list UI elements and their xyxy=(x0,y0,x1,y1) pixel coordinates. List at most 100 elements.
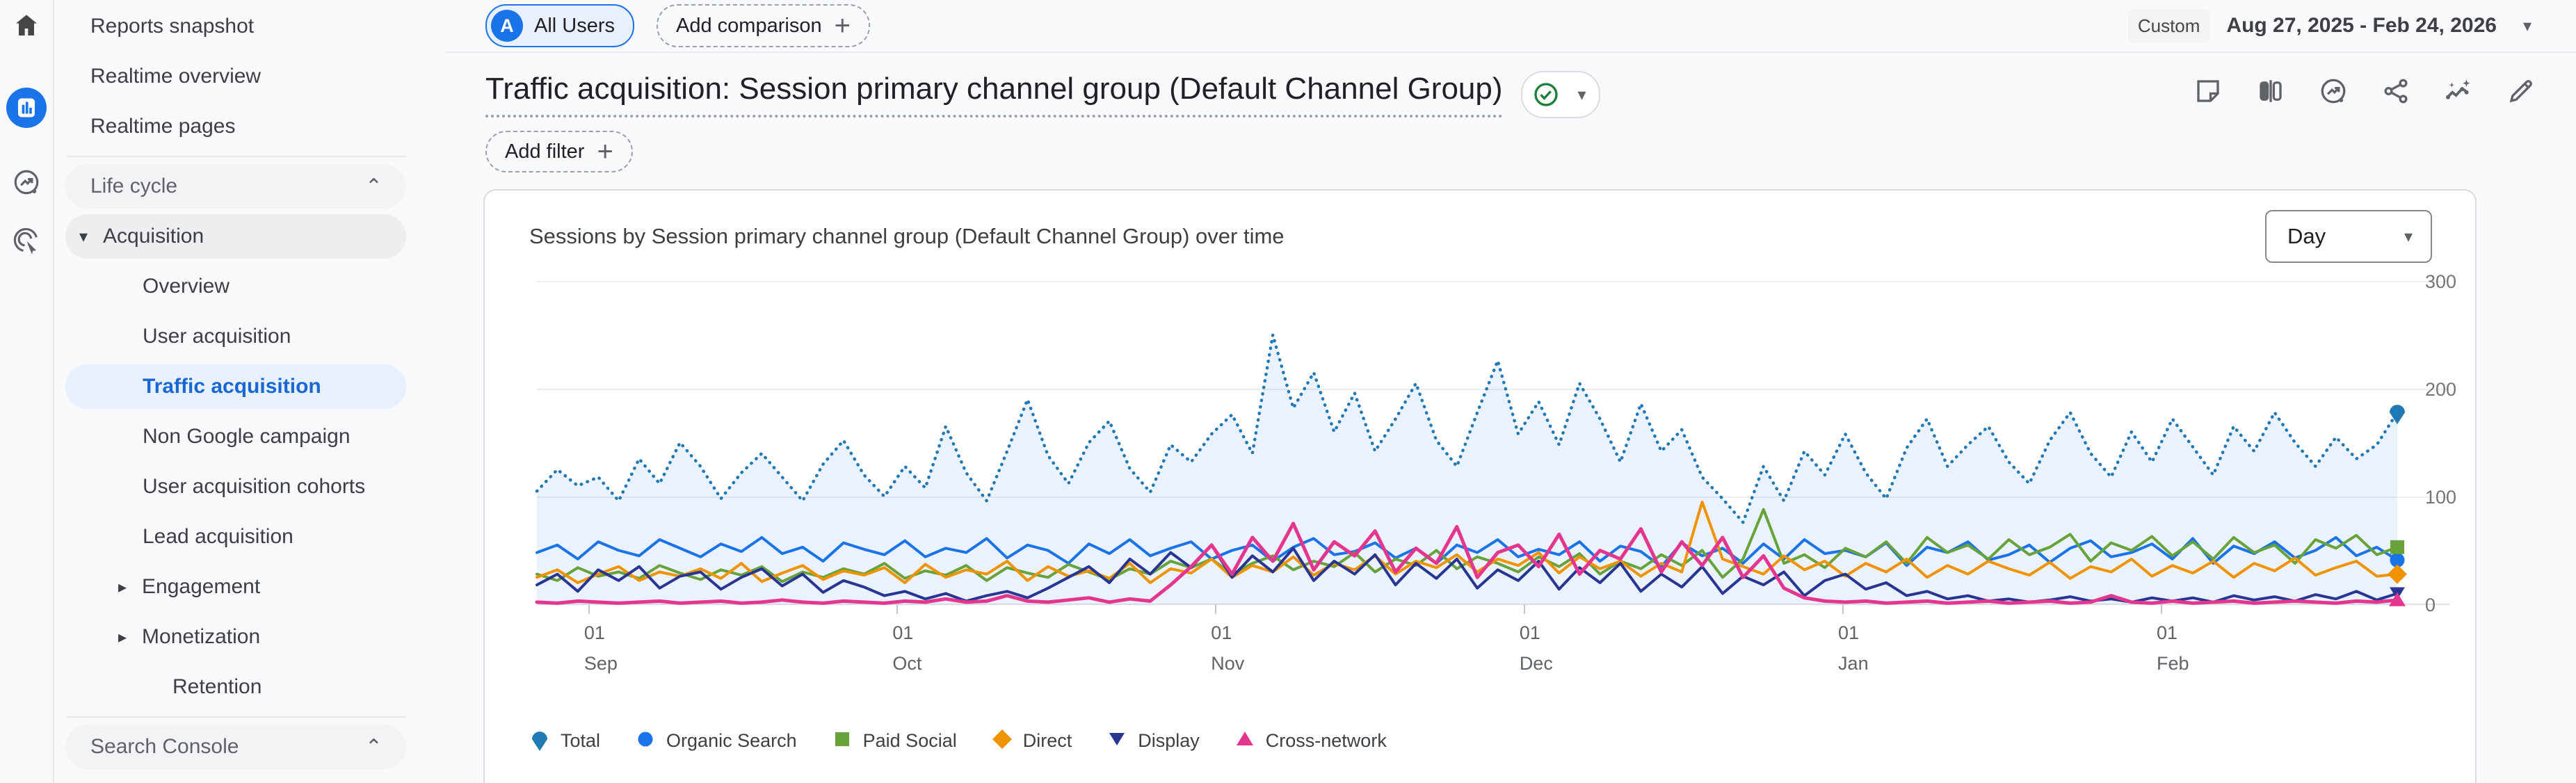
gridline-200 xyxy=(537,389,2449,390)
series-line-total xyxy=(535,333,2399,524)
triangle-down-legend-icon xyxy=(1109,733,1125,745)
report-content: A All Users Add comparison + Custom Aug … xyxy=(445,0,2576,783)
data-quality-button[interactable]: ▾ xyxy=(1520,71,1600,118)
app-icon-rail xyxy=(0,0,54,783)
filter-bar: Add filter + xyxy=(445,131,2576,172)
nav-divider xyxy=(67,156,406,157)
diamond-legend-icon xyxy=(992,729,1012,749)
check-circle-icon xyxy=(1533,83,1558,106)
legend-item-cross-network[interactable]: Cross-network xyxy=(1233,727,1387,754)
all-users-label: All Users xyxy=(534,14,615,37)
nav-divider xyxy=(67,716,406,718)
comparison-icon[interactable] xyxy=(2255,75,2287,107)
report-title-row: Traffic acquisition: Session primary cha… xyxy=(445,71,2576,118)
edit-icon[interactable] xyxy=(2505,75,2537,107)
legend-item-organic-search[interactable]: Organic Search xyxy=(634,727,797,754)
sidebar-item-user-acquisition[interactable]: User acquisition xyxy=(54,312,445,362)
chevron-up-icon: ⌃ xyxy=(364,735,383,759)
sidebar-item-label: Realtime pages xyxy=(90,115,236,138)
caret-right-icon: ▸ xyxy=(118,577,127,597)
series-line-direct xyxy=(536,500,2399,584)
sidebar-item-label: Traffic acquisition xyxy=(143,375,321,398)
legend-item-display[interactable]: Display xyxy=(1105,727,1200,754)
sidebar-item-traffic-acquisition[interactable]: Traffic acquisition xyxy=(54,362,445,412)
nav-group-expanded[interactable]: ▾ Acquisition xyxy=(65,214,406,259)
date-range-type-badge: Custom xyxy=(2127,9,2210,42)
total-area-fill xyxy=(537,334,2397,604)
sidebar-item-label: Engagement xyxy=(142,575,261,598)
chevron-down-icon: ▾ xyxy=(1577,85,1586,104)
sidebar-item-label: Lead acquisition xyxy=(143,525,293,548)
sidebar-item-label: Acquisition xyxy=(103,225,204,248)
sidebar-item-search-console[interactable]: Search Console ⌃ xyxy=(54,722,445,772)
x-tick-label: 01 Oct xyxy=(892,622,922,674)
sidebar-item-lead-acquisition[interactable]: Lead acquisition xyxy=(54,512,445,562)
sidebar-item-non-google-campaign[interactable]: Non Google campaign xyxy=(54,412,445,462)
legend-label: Total xyxy=(561,729,601,751)
explore-icon[interactable] xyxy=(11,167,42,197)
report-toolbar xyxy=(2192,75,2537,107)
nav-item-selected[interactable]: Traffic acquisition xyxy=(65,364,406,409)
legend-item-paid-social[interactable]: Paid Social xyxy=(830,727,957,754)
all-users-chip[interactable]: A All Users xyxy=(485,4,635,47)
chevron-down-icon: ▾ xyxy=(2404,227,2413,246)
sidebar-item-label: Overview xyxy=(143,275,230,298)
add-comparison-button[interactable]: Add comparison + xyxy=(657,4,870,47)
legend-item-direct[interactable]: Direct xyxy=(990,727,1072,754)
sidebar-item-overview[interactable]: Overview xyxy=(54,261,445,312)
page-title: Traffic acquisition: Session primary cha… xyxy=(485,72,1503,118)
reports-icon[interactable] xyxy=(6,88,47,128)
add-filter-label: Add filter xyxy=(505,140,585,163)
line-chart xyxy=(535,281,2449,606)
report-nav-drawer: Reports snapshot Realtime overview Realtim… xyxy=(54,0,445,783)
nav-section-header[interactable]: Life cycle ⌃ xyxy=(65,164,406,209)
y-tick-label: 300 xyxy=(2425,271,2457,292)
x-tick-mark xyxy=(1523,604,1525,614)
share-icon[interactable] xyxy=(2380,75,2412,107)
legend-label: Organic Search xyxy=(666,729,797,751)
insights-icon[interactable] xyxy=(2442,75,2474,107)
legend-label: Cross-network xyxy=(1265,729,1387,751)
legend-item-total[interactable]: Total xyxy=(528,727,600,754)
circle-legend-icon xyxy=(638,732,653,747)
legend-label: Direct xyxy=(1022,729,1072,751)
x-axis-baseline xyxy=(537,604,2449,605)
x-tick-label: 01 Sep xyxy=(583,622,618,674)
legend-label: Paid Social xyxy=(862,729,957,751)
end-marker-direct xyxy=(2388,564,2407,584)
sidebar-item-engagement[interactable]: ▸ Engagement xyxy=(54,562,445,612)
x-tick-label: 01 Jan xyxy=(1838,622,1869,674)
add-filter-button[interactable]: Add filter + xyxy=(485,131,633,172)
series-line-display xyxy=(536,543,2399,604)
sidebar-item-reports-snapshot[interactable]: Reports snapshot xyxy=(54,1,445,51)
end-marker-paid-social xyxy=(2390,540,2404,554)
droplet-legend-icon xyxy=(532,732,547,751)
granularity-select[interactable]: Day ▾ xyxy=(2265,210,2432,263)
sidebar-item-user-acquisition-cohorts[interactable]: User acquisition cohorts xyxy=(54,462,445,512)
add-comparison-label: Add comparison xyxy=(676,14,822,37)
sidebar-item-retention[interactable]: Retention xyxy=(54,662,445,712)
explore-icon[interactable] xyxy=(2317,75,2349,107)
sidebar-item-monetization[interactable]: ▸ Monetization xyxy=(54,612,445,662)
sidebar-item-label: Life cycle xyxy=(90,175,178,197)
legend-label: Display xyxy=(1138,729,1200,751)
x-tick-mark xyxy=(1842,604,1844,614)
chevron-down-icon: ▾ xyxy=(2522,16,2531,35)
x-tick-mark xyxy=(1215,604,1217,614)
date-range-picker[interactable]: Custom Aug 27, 2025 - Feb 24, 2026 ▾ xyxy=(2127,9,2531,42)
gridline-300 xyxy=(537,281,2449,282)
home-icon[interactable] xyxy=(11,10,42,40)
date-range-text: Aug 27, 2025 - Feb 24, 2026 xyxy=(2226,14,2497,37)
sidebar-item-realtime-overview[interactable]: Realtime overview xyxy=(54,51,445,102)
sidebar-item-label: Realtime overview xyxy=(90,65,261,88)
advertising-icon[interactable] xyxy=(11,225,42,256)
sessions-over-time-card: Sessions by Session primary channel grou… xyxy=(483,189,2477,783)
nav-section-header[interactable]: Search Console ⌃ xyxy=(65,725,406,769)
x-tick-label: 01 Dec xyxy=(1519,622,1553,674)
sidebar-item-life-cycle[interactable]: Life cycle ⌃ xyxy=(54,161,445,211)
sidebar-item-realtime-pages[interactable]: Realtime pages xyxy=(54,102,445,152)
y-tick-label: 0 xyxy=(2425,595,2436,615)
sidebar-item-acquisition[interactable]: ▾ Acquisition xyxy=(54,211,445,261)
chevron-up-icon: ⌃ xyxy=(364,175,383,198)
note-icon[interactable] xyxy=(2192,75,2224,107)
